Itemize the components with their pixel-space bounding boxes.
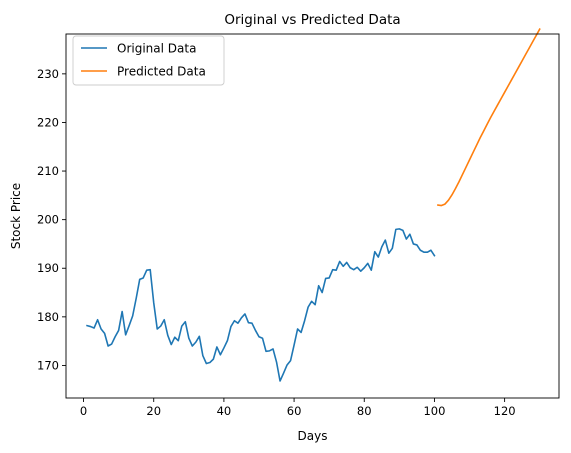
series-line-original	[86, 228, 436, 382]
plot-frame	[65, 33, 560, 399]
series-lines	[86, 28, 541, 382]
x-tick-label: 20	[146, 404, 161, 418]
y-tick-label: 220	[37, 115, 59, 129]
x-tick-label: 100	[423, 404, 445, 418]
x-axis-label: Days	[298, 429, 328, 443]
y-axis-ticks: 170 180 190 200 210 220 230	[37, 67, 66, 372]
y-tick-label: 170	[37, 358, 59, 372]
x-tick-label: 120	[494, 404, 516, 418]
y-axis-label: Stock Price	[9, 183, 23, 249]
series-line-predicted	[437, 28, 541, 207]
chart-title: Original vs Predicted Data	[224, 12, 400, 28]
x-tick-label: 0	[80, 404, 87, 418]
x-tick-label: 40	[217, 404, 232, 418]
x-axis-ticks: 0 20 40 60 80 100 120	[80, 398, 516, 418]
x-tick-label: 80	[357, 404, 372, 418]
y-tick-label: 230	[37, 67, 59, 81]
y-tick-label: 180	[37, 310, 59, 324]
y-tick-label: 190	[37, 261, 59, 275]
x-tick-label: 60	[287, 404, 302, 418]
y-tick-label: 200	[37, 213, 59, 227]
y-tick-label: 210	[37, 164, 59, 178]
legend-label-original: Original Data	[117, 42, 196, 56]
legend-box	[72, 35, 225, 86]
plot-area	[66, 34, 559, 398]
legend-label-predicted: Predicted Data	[117, 65, 206, 79]
legend: Original Data Predicted Data	[72, 35, 225, 86]
